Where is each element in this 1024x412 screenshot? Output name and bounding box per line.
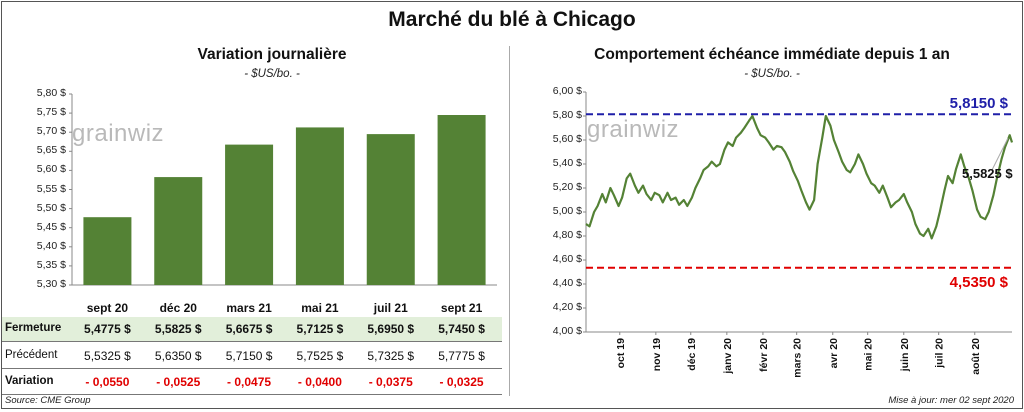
current-value-label: 5,5825 $ — [962, 166, 1013, 181]
table-cell: 5,7525 $ — [296, 349, 344, 363]
line-x-tick-label: mars 20 — [792, 338, 804, 378]
bar-x-category-label: mai 21 — [301, 301, 339, 315]
line-y-tick-label: 4,00 $ — [552, 325, 582, 337]
table-cell: 5,7125 $ — [296, 322, 344, 336]
line-x-tick-label: janv 20 — [722, 338, 734, 375]
table-cell: - 0,0325 — [439, 375, 484, 389]
bar-chart-unit: - $US/bo. - — [244, 68, 300, 80]
low-value-label: 4,5350 $ — [949, 274, 1008, 291]
table-cell: - 0,0475 — [227, 375, 272, 389]
line-x-tick-label: févr 20 — [758, 338, 770, 372]
bar-y-tick-label: 5,60 $ — [36, 163, 66, 176]
line-x-tick-label: mai 20 — [863, 338, 875, 371]
table-row-divider — [2, 394, 502, 395]
watermark-left: grainwiz — [72, 120, 165, 147]
line-x-tick-label: avr 20 — [828, 338, 840, 369]
table-cell: 5,7450 $ — [438, 322, 485, 336]
table-row-label: Fermeture — [5, 322, 62, 334]
bar — [437, 115, 486, 285]
bar-x-category-label: sept 21 — [440, 301, 483, 315]
table-row-divider — [2, 368, 502, 369]
bar — [295, 127, 344, 285]
watermark-right: grainwiz — [587, 116, 680, 143]
table-cell: 5,5825 $ — [154, 322, 202, 336]
line-y-tick-label: 5,60 $ — [552, 133, 582, 145]
bar-y-tick-label: 5,70 $ — [36, 125, 66, 138]
line-x-tick-label: déc 19 — [686, 338, 698, 371]
table-cell: 5,4775 $ — [84, 322, 131, 336]
line-chart-title: Comportement échéance immédiate depuis 1… — [594, 46, 950, 63]
line-x-tick-label: oct 19 — [615, 338, 627, 369]
table-row: Fermeture 5,4775 $ 5,5825 $ 5,6675 $ 5,7125 … — [2, 317, 502, 341]
table-row-label: Variation — [5, 375, 54, 387]
table-cell: - 0,0550 — [85, 375, 130, 389]
line-y-tick-label: 5,40 $ — [552, 157, 582, 169]
table-cell: - 0,0400 — [297, 375, 342, 389]
bar-y-tick-label: 5,50 $ — [36, 201, 66, 214]
line-y-tick-label: 5,20 $ — [552, 181, 582, 193]
source-note: Source: CME Group — [5, 395, 91, 406]
table-cell: 5,7775 $ — [438, 349, 485, 363]
price-series-line — [585, 114, 1014, 240]
line-x-tick-label: juin 20 — [899, 338, 911, 372]
bar-y-tick-label: 5,30 $ — [36, 278, 66, 290]
bar — [83, 217, 132, 285]
table-row-label: Précédent — [5, 349, 58, 361]
high-value-label: 5,8150 $ — [949, 95, 1008, 112]
bar — [366, 134, 415, 285]
table-cell: - 0,0525 — [156, 375, 201, 389]
line-y-tick-label: 4,60 $ — [552, 253, 582, 265]
bar-x-category-label: sept 20 — [86, 301, 129, 315]
bar-y-tick-label: 5,55 $ — [36, 182, 66, 195]
line-y-tick-label: 6,00 $ — [552, 85, 582, 97]
bar-y-tick-label: 5,75 $ — [36, 106, 66, 119]
bar — [154, 177, 203, 285]
bar-y-tick-label: 5,80 $ — [36, 87, 66, 99]
table-row-divider — [2, 341, 502, 342]
table-cell: 5,7325 $ — [367, 349, 415, 363]
line-y-tick-label: 4,20 $ — [552, 301, 582, 313]
line-y-tick-label: 4,40 $ — [552, 277, 582, 289]
line-y-tick-label: 5,00 $ — [552, 205, 582, 217]
line-x-tick-label: nov 19 — [651, 338, 663, 371]
line-chart-unit: - $US/bo. - — [744, 68, 800, 80]
table-row: Variation - 0,0550 - 0,0525 - 0,0475 - 0,040… — [2, 370, 502, 394]
bar-x-category-label: mars 21 — [226, 301, 272, 315]
table-row: Précédent 5,5325 $ 5,6350 $ 5,7150 $ 5,7525 … — [2, 344, 502, 368]
main-title: Marché du blé à Chicago — [388, 8, 636, 31]
line-x-tick-label: juil 20 — [934, 338, 946, 369]
table-cell: 5,5325 $ — [84, 349, 131, 363]
bar — [225, 144, 274, 285]
table-cell: 5,7150 $ — [225, 349, 273, 363]
table-cell: 5,6350 $ — [154, 349, 202, 363]
current-value-leader — [991, 137, 1009, 171]
table-cell: 5,6950 $ — [367, 322, 415, 336]
bar-chart — [69, 93, 497, 286]
bar-y-tick-label: 5,35 $ — [36, 258, 66, 271]
bar-y-tick-label: 5,65 $ — [36, 144, 66, 157]
panel-divider — [509, 46, 510, 396]
bar-x-category-label: déc 20 — [159, 301, 197, 315]
line-y-tick-label: 4,80 $ — [552, 229, 582, 241]
bar-x-category-label: juil 21 — [373, 301, 408, 315]
update-note: Mise à jour: mer 02 sept 2020 — [888, 395, 1014, 406]
table-cell: - 0,0375 — [368, 375, 413, 389]
table-cell: 5,6675 $ — [225, 322, 273, 336]
line-y-tick-label: 5,80 $ — [552, 109, 582, 121]
bar-chart-title: Variation journalière — [197, 46, 347, 63]
line-x-tick-label: août 20 — [970, 338, 982, 375]
bar-y-tick-label: 5,45 $ — [36, 220, 66, 233]
bar-y-tick-label: 5,40 $ — [36, 239, 66, 252]
